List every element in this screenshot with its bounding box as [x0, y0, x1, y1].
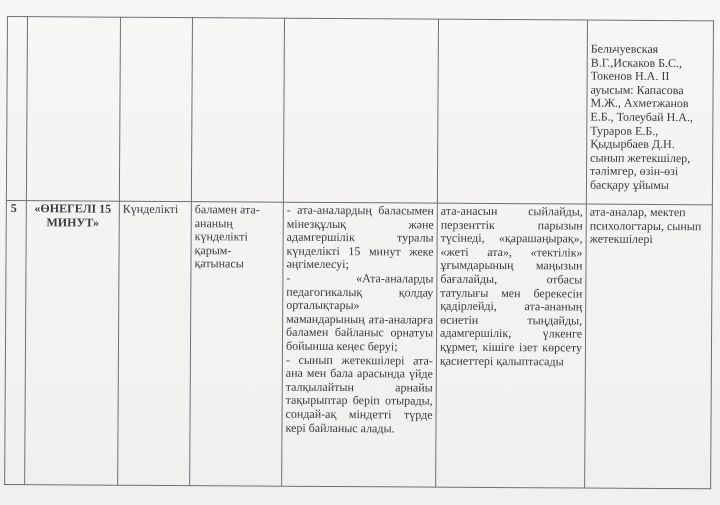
row-number: 5: [4, 200, 27, 485]
table-row-5: 5 «ӨНЕГЕЛІ 15 МИНУТ» Күнделікті баламен …: [4, 200, 713, 489]
activity-item: - «Ата-аналарды педагогикалық қолдау орт…: [285, 270, 434, 354]
table-row-previous: Бельчуевская В.Г.,Искаков Б.С., Токенов …: [6, 16, 714, 205]
event-name: «ӨНЕГЕЛІ 15 МИНУТ»: [24, 200, 120, 486]
cell-frequency: [119, 17, 193, 202]
event-result: ата-анасын сыйлайды, перзенттік парызын …: [435, 203, 587, 489]
event-goal: баламен ата-ананың күнделікті қарым-қаты…: [189, 201, 284, 487]
cell-activities: [283, 18, 439, 204]
activity-item: - сынып жетекшілері ата-ана мен бала ара…: [285, 352, 433, 435]
event-frequency: Күнделікті: [117, 201, 192, 486]
cell-responsible: Бельчуевская В.Г.,Искаков Б.С., Токенов …: [586, 20, 714, 205]
event-responsible: ата-аналар, мектеп психологтары, сынып ж…: [584, 204, 713, 489]
responsible-text: Бельчуевская В.Г.,Искаков Б.С., Токенов …: [589, 41, 693, 192]
activity-item: - ата-аналардың баласымен мінезқұлық жән…: [286, 202, 434, 272]
event-activities: - ата-аналардың баласымен мінезқұлық жән…: [281, 202, 438, 488]
plan-table: Бельчуевская В.Г.,Искаков Б.С., Токенов …: [4, 16, 714, 489]
cell-result: [437, 19, 588, 205]
cell-name: [26, 16, 121, 202]
cell-goal: [191, 17, 285, 203]
cell-number: [6, 16, 28, 201]
